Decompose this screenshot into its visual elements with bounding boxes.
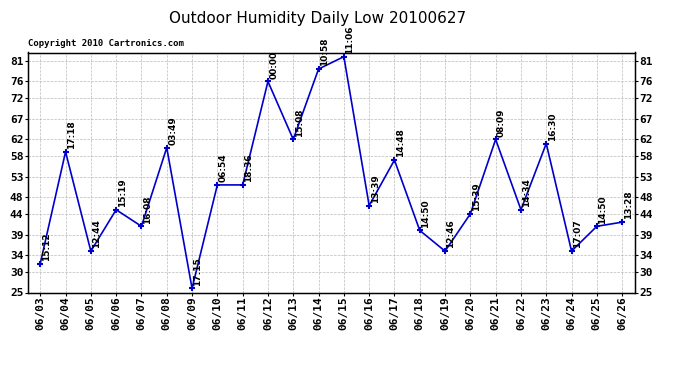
Text: 06:54: 06:54 <box>219 153 228 182</box>
Text: 14:48: 14:48 <box>396 128 405 157</box>
Text: 08:09: 08:09 <box>497 108 506 136</box>
Text: 17:07: 17:07 <box>573 220 582 248</box>
Text: 00:00: 00:00 <box>269 51 278 79</box>
Text: 16:08: 16:08 <box>143 195 152 223</box>
Text: 18:36: 18:36 <box>244 153 253 182</box>
Text: 11:06: 11:06 <box>345 26 354 54</box>
Text: Copyright 2010 Cartronics.com: Copyright 2010 Cartronics.com <box>28 39 184 48</box>
Text: 15:39: 15:39 <box>472 182 481 211</box>
Text: 12:46: 12:46 <box>446 220 455 248</box>
Text: 16:30: 16:30 <box>548 112 557 141</box>
Text: 15:12: 15:12 <box>41 232 50 261</box>
Text: 17:15: 17:15 <box>193 257 202 286</box>
Text: 03:49: 03:49 <box>168 116 177 145</box>
Text: 14:50: 14:50 <box>598 195 607 223</box>
Text: 10:58: 10:58 <box>320 38 329 66</box>
Text: 12:44: 12:44 <box>92 219 101 248</box>
Text: 13:28: 13:28 <box>624 191 633 219</box>
Text: Outdoor Humidity Daily Low 20100627: Outdoor Humidity Daily Low 20100627 <box>169 11 466 26</box>
Text: 15:08: 15:08 <box>295 108 304 136</box>
Text: 15:19: 15:19 <box>117 178 126 207</box>
Text: 13:39: 13:39 <box>371 174 380 203</box>
Text: 14:34: 14:34 <box>522 178 531 207</box>
Text: 17:18: 17:18 <box>67 120 76 149</box>
Text: 14:50: 14:50 <box>421 199 430 228</box>
